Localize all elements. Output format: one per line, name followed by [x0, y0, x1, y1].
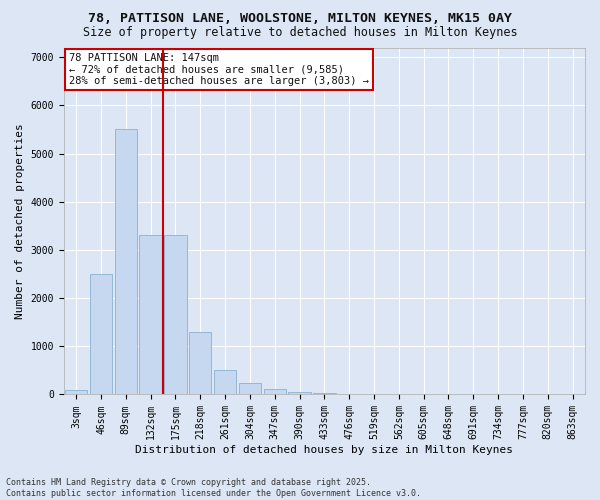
Bar: [239, 384, 261, 394]
Text: 78 PATTISON LANE: 147sqm
← 72% of detached houses are smaller (9,585)
28% of sem: 78 PATTISON LANE: 147sqm ← 72% of detach…: [69, 52, 369, 86]
Bar: [289, 392, 311, 394]
Bar: [263, 388, 286, 394]
Text: Size of property relative to detached houses in Milton Keynes: Size of property relative to detached ho…: [83, 26, 517, 39]
Bar: [313, 393, 335, 394]
Bar: [90, 274, 112, 394]
Text: 78, PATTISON LANE, WOOLSTONE, MILTON KEYNES, MK15 0AY: 78, PATTISON LANE, WOOLSTONE, MILTON KEY…: [88, 12, 512, 26]
Bar: [189, 332, 211, 394]
Y-axis label: Number of detached properties: Number of detached properties: [15, 123, 25, 319]
Bar: [214, 370, 236, 394]
Bar: [115, 130, 137, 394]
X-axis label: Distribution of detached houses by size in Milton Keynes: Distribution of detached houses by size …: [136, 445, 514, 455]
Bar: [139, 236, 162, 394]
Text: Contains HM Land Registry data © Crown copyright and database right 2025.
Contai: Contains HM Land Registry data © Crown c…: [6, 478, 421, 498]
Bar: [164, 236, 187, 394]
Bar: [65, 390, 88, 394]
